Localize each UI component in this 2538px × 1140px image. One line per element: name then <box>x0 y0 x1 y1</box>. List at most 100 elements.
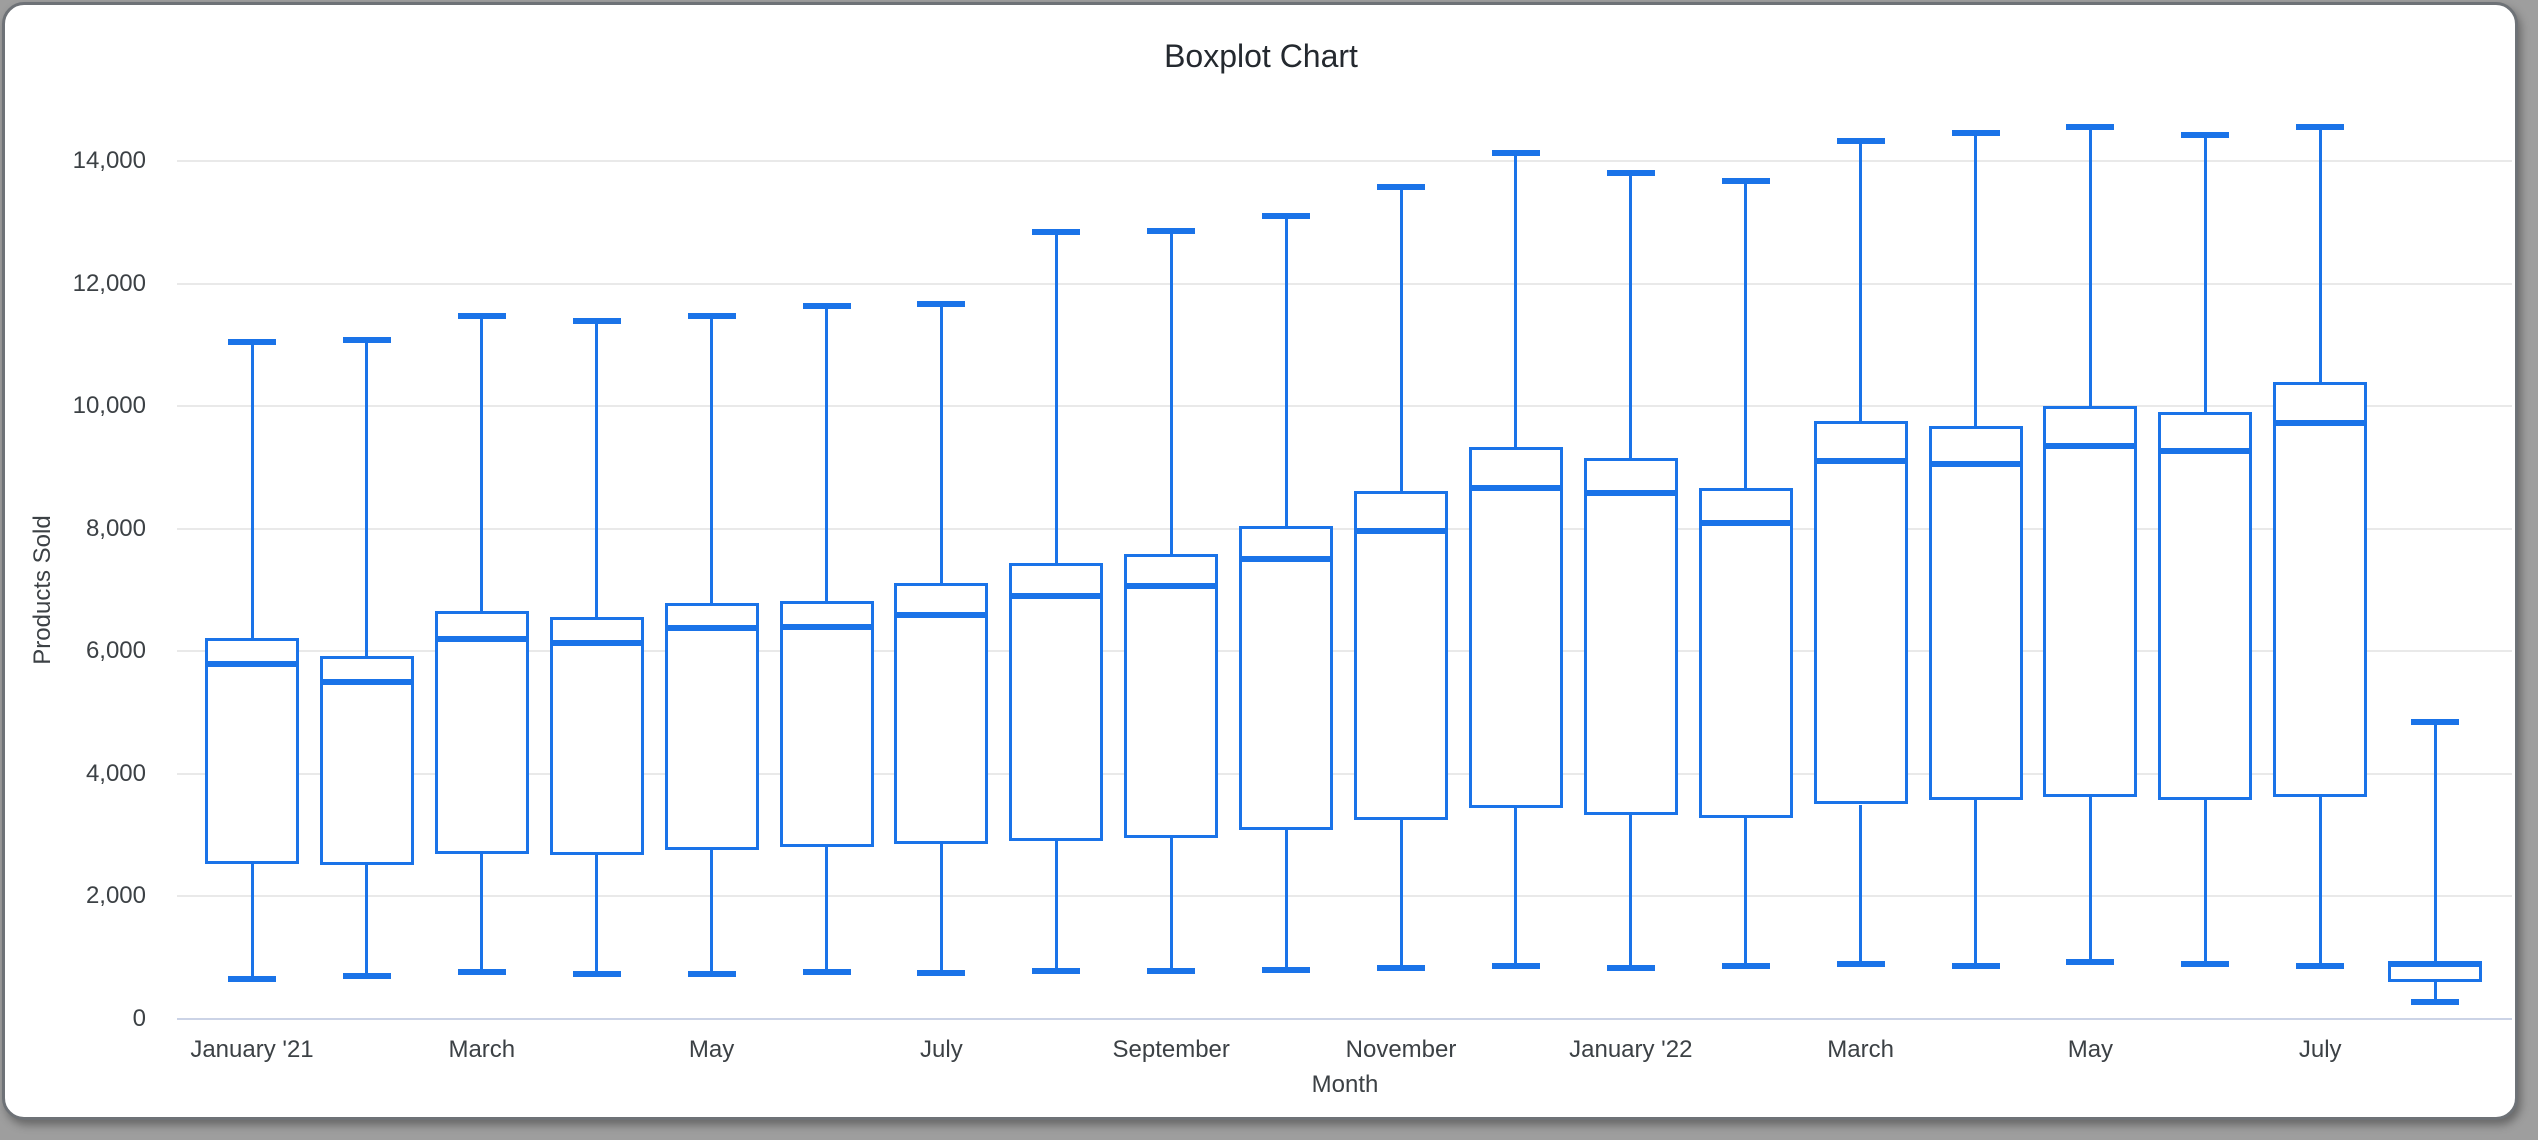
x-tick-label: January '22 <box>1569 1036 1693 1063</box>
iqr-box <box>1813 420 1908 805</box>
zero-baseline <box>177 1018 2512 1020</box>
max-whisker-cap <box>1721 178 1770 185</box>
x-tick-label: July <box>2298 1036 2342 1063</box>
x-tick-label: May <box>2067 1036 2114 1063</box>
gridline <box>177 772 2512 775</box>
y-tick-label: 14,000 <box>72 147 146 174</box>
upper-whisker <box>595 320 599 617</box>
median-line <box>1468 484 1563 491</box>
y-tick-label: 6,000 <box>85 637 146 665</box>
min-whisker-cap <box>1147 968 1196 975</box>
max-whisker-cap <box>1262 213 1311 220</box>
max-whisker-cap <box>228 338 276 345</box>
median-line <box>1813 458 1908 465</box>
chart-title: Boxplot Chart <box>1164 38 1358 74</box>
lower-whisker <box>1514 808 1518 967</box>
y-tick-label: 8,000 <box>85 514 146 542</box>
lower-whisker <box>710 849 714 974</box>
lower-whisker <box>1744 817 1748 967</box>
median-line <box>2043 442 2138 449</box>
min-whisker-cap <box>2296 962 2345 969</box>
upper-whisker <box>1514 153 1518 448</box>
median-line <box>1009 593 1104 600</box>
upper-whisker <box>825 306 828 602</box>
min-whisker-cap <box>1721 963 1770 970</box>
lower-whisker <box>595 854 599 975</box>
gridline <box>177 282 2512 285</box>
min-whisker-cap <box>1836 961 1885 968</box>
median-line <box>894 611 989 618</box>
iqr-box <box>1354 490 1448 821</box>
upper-whisker <box>2318 126 2322 382</box>
upper-whisker <box>1859 140 1863 421</box>
median-line <box>549 640 644 647</box>
max-whisker-cap <box>2066 124 2115 131</box>
median-line <box>1124 582 1219 589</box>
median-line <box>1928 460 2023 467</box>
min-whisker-cap <box>1606 965 1655 972</box>
iqr-box <box>1468 447 1563 809</box>
lower-whisker <box>1859 804 1863 965</box>
max-whisker-cap <box>1032 229 1081 236</box>
lower-whisker <box>1629 814 1633 969</box>
max-whisker-cap <box>917 301 966 308</box>
iqr-box <box>1239 526 1334 831</box>
median-line <box>1354 527 1448 534</box>
median-line <box>2158 447 2253 454</box>
y-tick-label: 4,000 <box>85 759 146 787</box>
max-whisker-cap <box>687 313 736 320</box>
max-whisker-cap <box>1147 227 1196 234</box>
iqr-box <box>2043 406 2138 798</box>
median-line <box>664 624 759 631</box>
min-whisker-cap <box>572 971 621 978</box>
lower-whisker <box>1399 820 1403 968</box>
upper-whisker <box>710 316 714 603</box>
gridline <box>177 650 2512 653</box>
min-whisker-cap <box>2411 999 2460 1006</box>
x-tick-label: March <box>448 1036 516 1063</box>
lower-whisker <box>825 846 828 973</box>
upper-whisker <box>480 316 484 612</box>
lower-whisker <box>365 865 369 977</box>
lower-whisker <box>939 844 943 974</box>
max-whisker-cap <box>457 313 506 320</box>
upper-whisker <box>250 341 254 639</box>
upper-whisker <box>2433 721 2437 962</box>
x-tick-label: March <box>1827 1036 1894 1063</box>
max-whisker-cap <box>1606 170 1655 177</box>
iqr-box <box>894 583 989 845</box>
iqr-box <box>1928 425 2023 800</box>
x-tick-label: November <box>1345 1036 1457 1063</box>
lower-whisker <box>2318 797 2322 966</box>
gridline <box>177 895 2512 898</box>
lower-whisker <box>250 863 254 980</box>
median-line <box>779 624 874 631</box>
iqr-box <box>549 616 644 855</box>
iqr-box <box>1698 488 1793 818</box>
median-line <box>1698 519 1793 526</box>
iqr-box <box>664 602 759 850</box>
lower-whisker <box>1054 841 1058 971</box>
x-tick-label: May <box>688 1036 735 1063</box>
